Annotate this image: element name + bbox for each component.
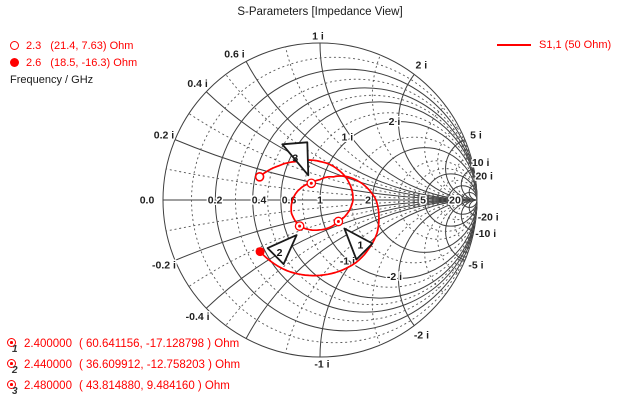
marker-impedance: ( 60.641156, -17.128798 ) Ohm	[78, 337, 240, 350]
resistance-axis-label: 0.0	[140, 195, 155, 207]
trace-start-marker[interactable]	[254, 172, 265, 182]
marker-frequency: 2.400000	[24, 337, 72, 350]
reactance-rim-label: 0.4 i	[187, 78, 208, 90]
series-legend-label: S1,1 (50 Ohm)	[539, 39, 612, 51]
resistance-axis-label: 1	[317, 195, 323, 207]
reactance-rim-label: 2 i	[416, 59, 428, 71]
marker-dot-icon	[10, 362, 13, 365]
cursor-frequency: 2.6	[26, 56, 42, 69]
s11-trace[interactable]	[259, 159, 380, 277]
marker-flag-2[interactable]	[266, 234, 298, 266]
filled-circle-marker-icon	[10, 58, 19, 67]
reactance-inner-label: -2 i	[387, 271, 402, 283]
smith-grid-dashed	[166, 46, 478, 354]
marker-index: 2	[12, 365, 18, 376]
series-legend[interactable]: S1,1 (50 Ohm)	[497, 39, 611, 51]
marker-index: 1	[12, 344, 18, 355]
marker-impedance: ( 36.609912, -12.758203 ) Ohm	[78, 358, 241, 371]
resistance-axis-label: 0.2	[208, 195, 223, 207]
cursor-legend-row: 2.3 (21.4, 7.63) Ohm	[10, 37, 137, 54]
numbered-marker-dot	[309, 181, 313, 185]
cursor-legend: 2.3 (21.4, 7.63) Ohm 2.6 (18.5, -16.3) O…	[10, 37, 137, 86]
marker-dot-icon	[10, 341, 13, 344]
reactance-rim-label: 0.2 i	[154, 130, 175, 142]
marker-flag-number: 1	[357, 240, 363, 252]
reactance-rim-label: -0.2 i	[152, 260, 176, 272]
cursor-impedance: (21.4, 7.63) Ohm	[50, 39, 134, 52]
page-title: S-Parameters [Impedance View]	[237, 6, 403, 18]
marker-value-list: 1 2.400000 ( 60.641156, -17.128798 ) Ohm…	[6, 337, 240, 400]
marker-flag-number: 2	[277, 247, 283, 259]
marker-list-row[interactable]: 1 2.400000 ( 60.641156, -17.128798 ) Ohm	[6, 337, 240, 358]
smith-grid-labels: 0.0 0.2 0.4 0.6 1 2 5 200.2 i0.4 i0.6 i1 i2 i5 …	[138, 29, 500, 372]
reactance-rim-label: 20 i	[475, 171, 493, 183]
open-circle-marker-icon	[10, 41, 19, 50]
reactance-rim-label: 1 i	[312, 31, 324, 43]
marker-flag-1[interactable]	[343, 227, 374, 261]
reactance-rim-label: 0.6 i	[224, 48, 245, 60]
resistance-axis-label: 2	[365, 195, 371, 207]
reactance-inner-label: 1 i	[342, 132, 354, 144]
frequency-axis-label: Frequency / GHz	[10, 74, 94, 86]
resistance-axis-label: 20	[449, 195, 461, 207]
marker-ring-icon	[7, 380, 16, 389]
marker-frequency: 2.440000	[24, 358, 72, 371]
marker-list-row[interactable]: 3 2.480000 ( 43.814880, 9.484160 ) Ohm	[6, 379, 240, 400]
reactance-inner-label: 2 i	[389, 116, 401, 128]
marker-ring-icon	[7, 359, 16, 368]
reactance-rim-label: 10 i	[472, 157, 490, 169]
marker-list-row[interactable]: 2 2.440000 ( 36.609912, -12.758203 ) Ohm	[6, 358, 240, 379]
reactance-rim-label: -10 i	[475, 228, 496, 240]
marker-point-icon: 2	[6, 358, 24, 378]
marker-impedance: ( 43.814880, 9.484160 ) Ohm	[78, 379, 230, 392]
marker-frequency: 2.480000	[24, 379, 72, 392]
marker-flag-3[interactable]	[281, 141, 310, 177]
marker-dot-icon	[10, 383, 13, 386]
cursor-frequency: 2.3	[26, 39, 42, 52]
cursor-legend-row: 2.6 (18.5, -16.3) Ohm	[10, 54, 137, 71]
resistance-axis-label: 0.4	[252, 195, 267, 207]
trace-end-marker[interactable]	[255, 247, 265, 257]
series-color-line-icon	[497, 44, 531, 46]
reactance-rim-label: 5 i	[470, 130, 482, 142]
reactance-inner-label: -1 i	[340, 255, 355, 267]
numbered-marker-dot	[336, 220, 340, 223]
reactance-rim-label: -0.4 i	[186, 311, 210, 323]
resistance-axis-label: 5	[420, 195, 426, 207]
marker-ring-icon	[7, 338, 16, 347]
marker-flag-number: 3	[292, 152, 298, 164]
reactance-rim-label: -2 i	[414, 330, 429, 342]
marker-index: 3	[12, 386, 18, 397]
marker-point-icon: 3	[6, 379, 24, 399]
reactance-rim-label: -5 i	[468, 260, 483, 272]
reactance-rim-label: -1 i	[314, 359, 329, 371]
marker-point-icon: 1	[6, 337, 24, 357]
reactance-rim-label: -20 i	[478, 211, 499, 223]
numbered-marker-dot	[298, 224, 302, 228]
cursor-impedance: (18.5, -16.3) Ohm	[50, 56, 138, 69]
